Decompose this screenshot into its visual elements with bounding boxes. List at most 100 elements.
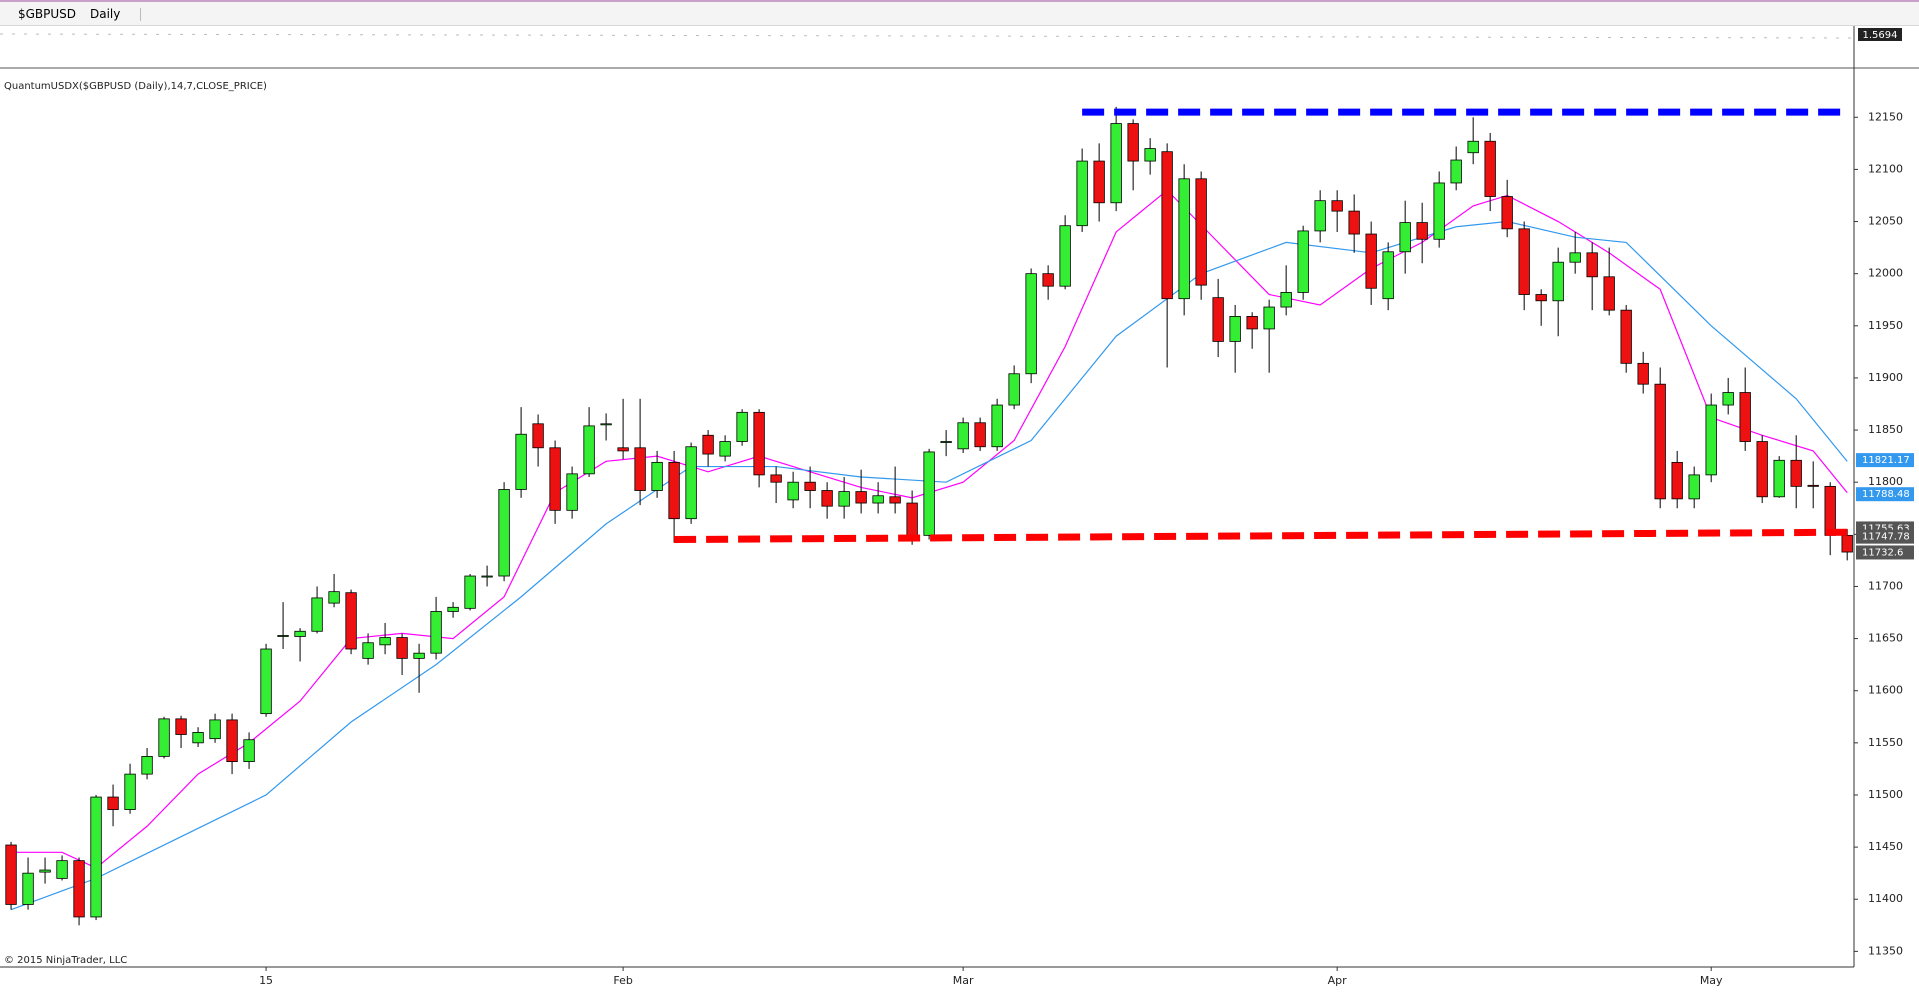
y-tick-label: 11350 bbox=[1868, 944, 1903, 957]
y-tick-label: 11500 bbox=[1868, 788, 1903, 801]
x-tick-label: Feb bbox=[613, 974, 632, 987]
candle-body bbox=[855, 491, 867, 504]
indicator-label: QuantumUSDX($GBPUSD (Daily),14,7,CLOSE_P… bbox=[4, 81, 267, 92]
candle-body bbox=[1807, 484, 1819, 487]
candle-body bbox=[1161, 151, 1173, 300]
candle-body bbox=[22, 872, 34, 905]
candle-body bbox=[1535, 294, 1547, 302]
y-tick-label: 11900 bbox=[1868, 371, 1903, 384]
candle-body bbox=[498, 489, 510, 577]
candle-body bbox=[1246, 316, 1258, 330]
candle-body bbox=[1042, 273, 1054, 287]
y-tick-label: 11450 bbox=[1868, 840, 1903, 853]
candle-body bbox=[1501, 196, 1513, 230]
x-tick-label: 15 bbox=[259, 974, 273, 987]
candle-body bbox=[821, 490, 833, 507]
candle-body bbox=[1773, 459, 1785, 498]
y-tick-label: 12100 bbox=[1868, 162, 1903, 175]
candle-body bbox=[617, 447, 629, 452]
candle-body bbox=[566, 473, 578, 511]
candle-body bbox=[141, 755, 153, 775]
candle-body bbox=[1586, 252, 1598, 278]
candle-body bbox=[1620, 309, 1632, 364]
candle-body bbox=[1331, 200, 1343, 212]
candle-body bbox=[1076, 160, 1088, 227]
candle-body bbox=[583, 425, 595, 475]
candle-body bbox=[345, 592, 357, 650]
candle-body bbox=[1008, 373, 1020, 406]
candle-body bbox=[396, 637, 408, 659]
candle-body bbox=[430, 611, 442, 654]
candle-body bbox=[804, 481, 816, 491]
moving-average bbox=[10, 220, 1848, 911]
candle-body bbox=[107, 796, 119, 810]
candle-body bbox=[1637, 362, 1649, 385]
candle-body bbox=[1433, 182, 1445, 240]
candle-body bbox=[1739, 392, 1751, 442]
candle-body bbox=[872, 495, 884, 504]
candle-body bbox=[277, 635, 289, 637]
candle-body bbox=[260, 648, 272, 715]
candle-body bbox=[124, 773, 136, 810]
candle-body bbox=[1144, 148, 1156, 162]
candle-body bbox=[1722, 392, 1734, 406]
overview-price: 1.5694 bbox=[1863, 30, 1898, 41]
candle-body bbox=[447, 606, 459, 612]
candle-body bbox=[1841, 534, 1853, 553]
candle-body bbox=[5, 844, 17, 905]
candle-body bbox=[923, 451, 935, 536]
candle-body bbox=[1093, 160, 1105, 204]
candle-body bbox=[294, 630, 306, 637]
y-tick-label: 12050 bbox=[1868, 215, 1903, 228]
x-tick-label: Apr bbox=[1328, 974, 1348, 987]
candle-body bbox=[209, 719, 221, 740]
price-marker-label: 11747.78 bbox=[1862, 532, 1910, 543]
tool-icons[interactable] bbox=[140, 8, 411, 21]
candle-body bbox=[1552, 261, 1564, 302]
candle-body bbox=[634, 447, 646, 491]
candle-body bbox=[1450, 159, 1462, 184]
y-tick-label: 12150 bbox=[1868, 110, 1903, 123]
candle-body bbox=[1127, 123, 1139, 162]
candle-body bbox=[362, 642, 374, 659]
candle-body bbox=[192, 732, 204, 744]
symbol[interactable]: $GBPUSD bbox=[18, 7, 77, 21]
candle-body bbox=[1365, 233, 1377, 289]
candle-body bbox=[906, 502, 918, 536]
candle-body bbox=[1348, 210, 1360, 235]
candle-body bbox=[1824, 485, 1836, 536]
candle-body bbox=[1671, 461, 1683, 500]
candle-body bbox=[787, 481, 799, 501]
candle-body bbox=[73, 860, 85, 918]
y-tick-label: 11950 bbox=[1868, 319, 1903, 332]
interval[interactable]: Daily bbox=[90, 7, 121, 21]
candle-body bbox=[1059, 225, 1071, 287]
candle-body bbox=[974, 422, 986, 448]
x-tick-label: May bbox=[1700, 974, 1723, 987]
candle-body bbox=[1280, 292, 1292, 308]
candle-body bbox=[1314, 200, 1326, 232]
candle-body bbox=[549, 447, 561, 511]
candle-body bbox=[702, 434, 714, 455]
price-marker bbox=[1856, 545, 1914, 560]
candle-body bbox=[1569, 252, 1581, 263]
candle-body bbox=[1229, 316, 1241, 342]
candle-body bbox=[957, 422, 969, 450]
candle-body bbox=[1263, 306, 1275, 330]
candle-body bbox=[1025, 273, 1037, 375]
candle-body bbox=[651, 461, 663, 491]
y-tick-label: 11800 bbox=[1868, 475, 1903, 488]
price-marker-label: 11821.17 bbox=[1862, 455, 1910, 466]
candle-body bbox=[1518, 228, 1530, 295]
candle-body bbox=[226, 719, 238, 763]
candle-body bbox=[685, 446, 697, 520]
moving-average bbox=[11, 189, 1848, 869]
candle-body bbox=[736, 411, 748, 442]
candle-body bbox=[1603, 276, 1615, 311]
candle-body bbox=[940, 441, 952, 443]
price-marker bbox=[1856, 529, 1914, 544]
candle-body bbox=[1654, 383, 1666, 500]
y-tick-label: 11600 bbox=[1868, 684, 1903, 697]
candle-body bbox=[328, 591, 340, 604]
